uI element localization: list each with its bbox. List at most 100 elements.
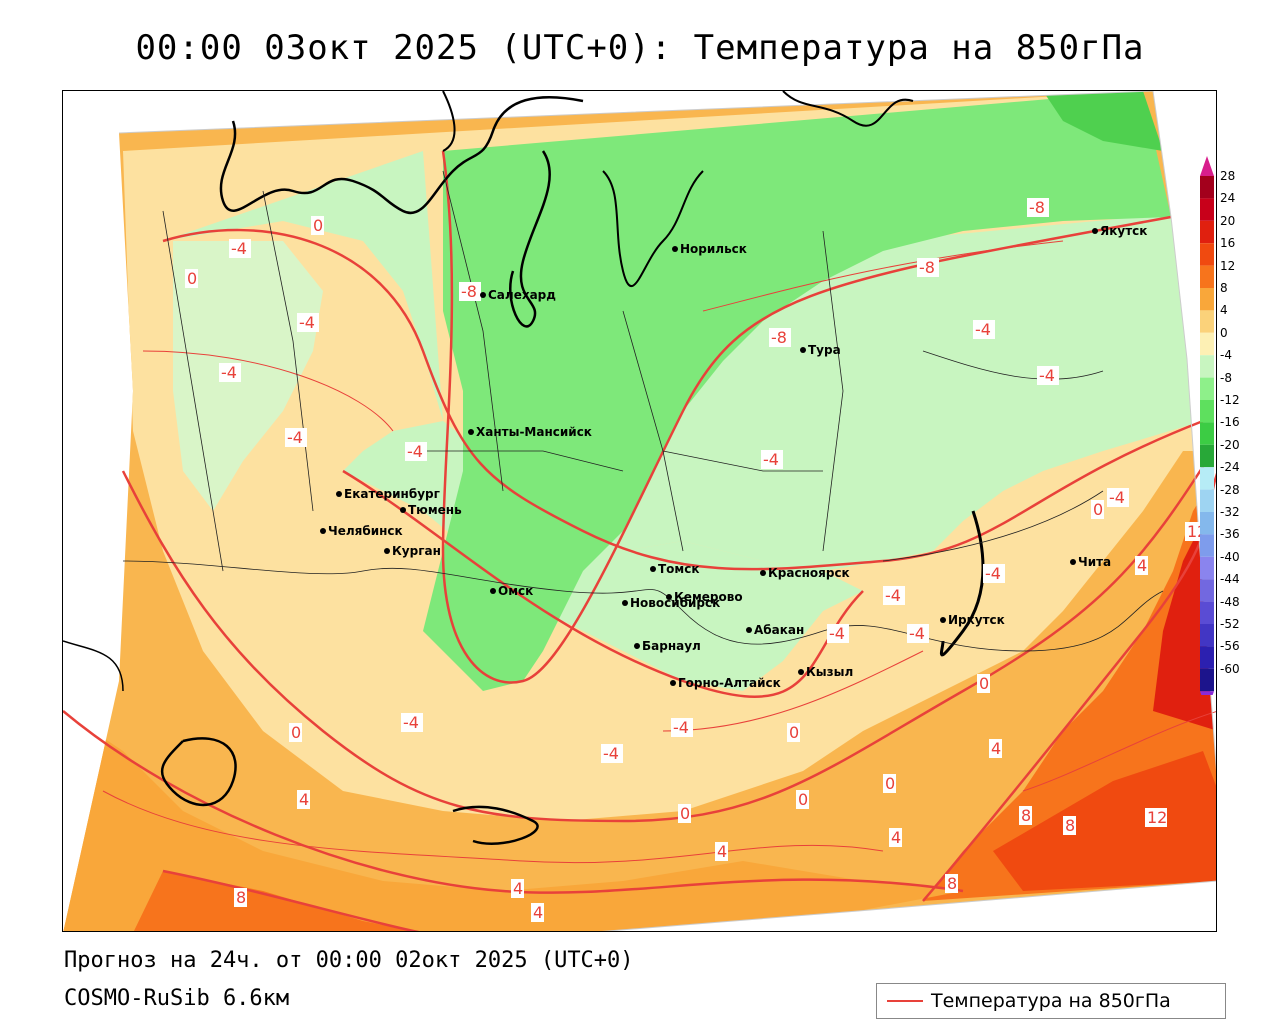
- city-label: Абакан: [754, 623, 804, 637]
- isotherm-label-bg: [285, 428, 307, 447]
- isotherm-label: 8: [1019, 806, 1032, 825]
- isotherm-label: 0: [977, 674, 990, 693]
- isotherm-label-text: -4: [909, 624, 925, 643]
- isotherm-label-text: 8: [1065, 816, 1075, 835]
- yamal-coast: [509, 150, 551, 328]
- isotherm-label-text: 0: [313, 216, 323, 235]
- scale-tick-label: 8: [1220, 281, 1228, 295]
- isotherm-label: -8: [459, 282, 481, 301]
- isotherm-label-bg: [185, 269, 198, 288]
- lake-balkhash: [452, 805, 539, 845]
- isotherm-label-text: 0: [789, 723, 799, 742]
- color-scale-bar: [1200, 156, 1214, 695]
- cities: Норильск Якутск Салехард Тура Ханты-Мансийск…: [320, 224, 1147, 690]
- city-label: Екатеринбург: [344, 487, 440, 501]
- isotherm-label-bg: [671, 718, 693, 737]
- city-dot: [670, 680, 676, 686]
- isotherm-label-text: 0: [1093, 500, 1103, 519]
- isotherm-label-bg: [229, 239, 251, 258]
- zone-minus4-0-west: [173, 241, 323, 511]
- city-dot: [940, 617, 946, 623]
- isotherm-label-bg: [289, 723, 302, 742]
- color-scale: 28 24 20 16 12 8 4 0 -4 -8 -12 -16 -20 -24 -28 -32 -36 -4…: [1196, 150, 1280, 695]
- isotherm-label-text: 4: [513, 879, 523, 898]
- isotherm-label-bg: [883, 774, 896, 793]
- isotherm-label: 0: [1091, 500, 1104, 519]
- zone-minus8-minus4: [423, 91, 1171, 691]
- isotherm-label: 4: [1135, 556, 1148, 575]
- isotherm-label: 4: [297, 790, 310, 809]
- isotherm-label-text: -4: [231, 239, 247, 258]
- isotherm-label-text: 0: [291, 723, 301, 742]
- city-marker: Якутск: [1092, 224, 1147, 238]
- isotherm-label: -4: [883, 586, 905, 605]
- isotherm-label-bg: [1019, 806, 1032, 825]
- isotherm-label-text: -4: [1039, 366, 1055, 385]
- city-dot: [622, 600, 628, 606]
- isotherm-label-text: -4: [603, 744, 619, 763]
- scale-swatch: [1200, 310, 1214, 333]
- border-central-1: [442, 170, 504, 492]
- isotherm-minus4: [441, 150, 1172, 684]
- city-label: Кызыл: [806, 665, 853, 679]
- scale-swatch: [1200, 579, 1214, 602]
- border-central-5: [423, 450, 624, 472]
- isotherm-label-bg: [405, 442, 427, 461]
- isotherm-thin-3: [702, 240, 1064, 312]
- scale-swatch: [1200, 220, 1214, 244]
- isotherm-label: 0: [883, 774, 896, 793]
- temperature-map: -8 -8 -8 -8 -4 -4 -4 -4 -4 -4 -4 -4 -4 -4 -4 -4 -4 -4 -4 -4…: [63, 91, 1216, 931]
- isotherm-label-text: 4: [1137, 556, 1147, 575]
- city-marker: Кызыл: [798, 665, 853, 679]
- city-label: Тура: [808, 343, 841, 357]
- scale-swatch: [1200, 646, 1214, 669]
- scale-tick-label: 20: [1220, 213, 1236, 228]
- isotherm-label: 0: [185, 269, 198, 288]
- scale-tick-label: -20: [1220, 437, 1240, 452]
- isotherm-label-text: 4: [533, 903, 543, 922]
- isotherm-label-text: -8: [1029, 198, 1045, 217]
- city-label: Кемерово: [674, 590, 743, 604]
- scale-tick-label: 12: [1220, 258, 1236, 273]
- city-label: Красноярск: [768, 566, 850, 580]
- isotherm-label-text: 0: [187, 269, 197, 288]
- isotherm-label-text: 8: [947, 874, 957, 893]
- scale-swatch: [1200, 467, 1214, 490]
- isotherm-label-bg: [973, 320, 995, 339]
- scale-tick-label: 28: [1220, 169, 1236, 183]
- isotherm-label-bg: [601, 744, 623, 763]
- isotherm-label-bg: [983, 564, 1005, 583]
- city-marker: Красноярск: [760, 566, 850, 580]
- city-dot: [746, 627, 752, 633]
- isotherm-label-bg: [1135, 556, 1148, 575]
- isotherm-label-text: 4: [891, 828, 901, 847]
- page-title: 00:00 03окт 2025 (UTC+0): Температура на…: [135, 28, 1145, 68]
- city-dot: [760, 570, 766, 576]
- isotherm-label: 0: [796, 790, 809, 809]
- borders: [122, 170, 1164, 652]
- scale-tick-label: -28: [1220, 482, 1240, 497]
- scale-swatch: [1200, 601, 1214, 624]
- isotherm-label-bg: [1063, 816, 1076, 835]
- isotherm-label: 0: [311, 216, 324, 235]
- isotherm-label-bg: [796, 790, 809, 809]
- isotherm-label-bg: [715, 842, 728, 861]
- isotherm-label-text: 4: [717, 842, 727, 861]
- city-dot: [336, 491, 342, 497]
- isotherm-label: -4: [671, 718, 693, 737]
- isotherm-label-bg: [511, 879, 524, 898]
- city-dot: [1070, 559, 1076, 565]
- isotherm-label: -4: [401, 713, 423, 732]
- city-dot: [650, 566, 656, 572]
- isotherm-label: 4: [989, 739, 1002, 758]
- city-dot: [800, 347, 806, 353]
- city-marker: Барнаул: [634, 639, 701, 653]
- forecast-info: Прогноз на 24ч. от 00:00 02окт 2025 (UTC…: [64, 948, 634, 973]
- city-marker: Горно-Алтайск: [670, 676, 781, 690]
- border-east-1: [922, 350, 1104, 380]
- isotherm-label: -4: [229, 239, 251, 258]
- taimyr-coast: [782, 91, 914, 127]
- isotherm-label: 0: [289, 723, 302, 742]
- zone-8-12-south: [133, 871, 423, 931]
- isotherm-label-bg: [234, 888, 247, 907]
